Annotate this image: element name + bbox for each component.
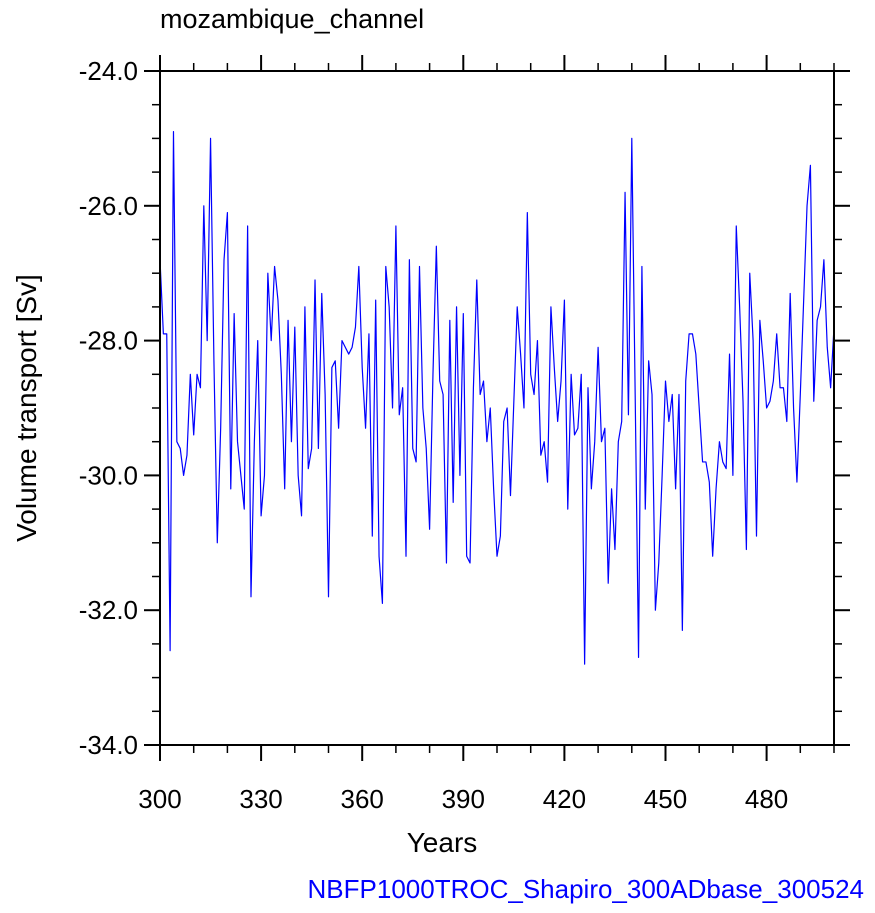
y-tick-labels: -34.0 -32.0 -30.0 -28.0 -26.0 -24.0 [79,56,138,760]
x-tick-label: 480 [745,784,788,814]
y-tick-label: -28.0 [79,326,138,356]
series-line [159,131,835,665]
x-tick-labels: 300 330 360 390 420 450 480 [138,784,788,814]
y-tick-label: -34.0 [79,730,138,760]
x-tick-label: 450 [644,784,687,814]
y-axis-label: Volume transport [Sv] [11,274,42,542]
footer-label: NBFP1000TROC_Shapiro_300ADbase_300524 [308,874,864,904]
y-tick-label: -32.0 [79,595,138,625]
y-tick-label: -24.0 [79,56,138,86]
x-tick-label: 420 [543,784,586,814]
plot-frame [159,70,835,746]
x-axis-label: Years [407,827,478,858]
x-tick-label: 390 [442,784,485,814]
y-tick-label: -26.0 [79,191,138,221]
major-ticks [144,55,850,761]
minor-ticks [152,63,842,753]
x-tick-label: 360 [341,784,384,814]
x-tick-label: 300 [138,784,181,814]
x-tick-label: 330 [239,784,282,814]
y-tick-label: -30.0 [79,460,138,490]
chart-title: mozambique_channel [160,4,424,34]
